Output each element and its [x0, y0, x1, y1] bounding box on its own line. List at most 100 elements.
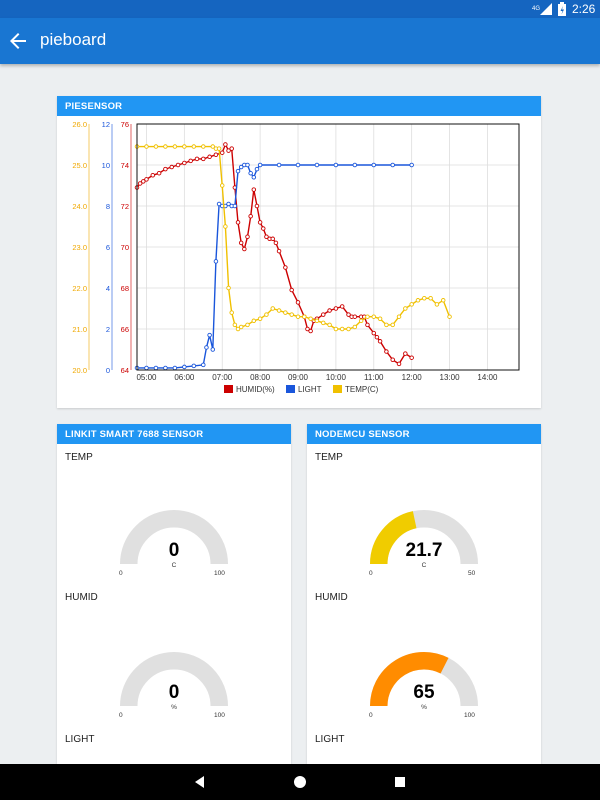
data-point: [223, 224, 228, 229]
data-point: [257, 162, 263, 168]
data-point: [365, 322, 370, 328]
data-point: [371, 314, 377, 319]
back-triangle-icon[interactable]: [180, 764, 220, 800]
data-point: [248, 170, 253, 176]
data-point: [232, 203, 238, 209]
data-point: [141, 179, 146, 184]
data-point: [396, 314, 402, 319]
nodemcu-card: NODEMCU SENSOR TEMP 21.7 C 0 50 HUMID 65…: [307, 424, 541, 764]
humid-y-tick-label: 64: [121, 366, 129, 375]
gauge-min: 0: [119, 570, 123, 577]
legend-label: LIGHT: [298, 385, 322, 394]
data-point: [153, 365, 159, 371]
data-point: [333, 326, 339, 332]
data-point: [339, 304, 345, 309]
data-point: [226, 285, 231, 291]
arrow-left-icon[interactable]: [6, 29, 30, 53]
data-point: [191, 363, 197, 369]
data-point: [229, 310, 234, 315]
data-point: [352, 324, 358, 330]
app-bar: pieboard: [0, 18, 600, 64]
status-bar: 4G 2:26: [0, 0, 600, 18]
x-tick-label: 07:00: [212, 373, 233, 382]
data-point: [305, 326, 310, 332]
data-point: [163, 144, 168, 149]
linkit-humid-gauge: 0 % 0 100: [107, 642, 241, 722]
gauge-unit: %: [421, 704, 427, 711]
humid-y-tick-label: 72: [121, 202, 129, 211]
data-point: [289, 287, 294, 293]
x-tick-label: 10:00: [326, 373, 347, 382]
data-point: [188, 158, 193, 164]
data-point: [403, 351, 408, 356]
gauge-track: [120, 510, 228, 565]
data-point: [216, 201, 222, 207]
x-tick-label: 06:00: [174, 373, 195, 382]
data-point: [213, 259, 219, 264]
data-point: [254, 166, 260, 172]
clock: 2:26: [572, 2, 596, 16]
data-point: [352, 314, 358, 319]
data-point: [295, 162, 301, 168]
plot-frame: [136, 123, 520, 371]
home-circle-icon[interactable]: [280, 764, 320, 800]
network-type: 4G: [532, 6, 540, 12]
data-point: [257, 220, 263, 225]
data-point: [210, 347, 216, 352]
temp-y-tick-label: 26.0: [72, 120, 87, 129]
piesensor-header: PIESENSOR: [57, 96, 541, 116]
data-point: [390, 357, 395, 362]
data-point: [210, 144, 216, 149]
data-point: [163, 166, 168, 172]
data-point: [238, 240, 244, 246]
gauge-max: 100: [464, 712, 475, 719]
light-y-tick-label: 8: [106, 202, 110, 211]
data-point: [238, 324, 244, 330]
data-point: [390, 162, 395, 168]
humid-y-tick-label: 68: [121, 284, 129, 293]
nodemcu-header: NODEMCU SENSOR: [307, 424, 541, 444]
data-point: [219, 183, 225, 188]
data-point: [409, 162, 414, 168]
recents-square-icon[interactable]: [380, 764, 420, 800]
legend-label: TEMP(C): [345, 385, 379, 394]
data-point: [219, 150, 225, 155]
data-point: [201, 144, 206, 149]
data-point: [333, 306, 339, 311]
gauge-unit: C: [421, 562, 427, 569]
data-point: [409, 355, 414, 360]
temp-y-tick-label: 20.0: [72, 366, 87, 375]
data-point: [251, 175, 257, 180]
data-point: [163, 365, 168, 371]
data-point: [358, 318, 364, 324]
gauge-arc: [120, 652, 228, 707]
gauge-max: 100: [214, 712, 225, 719]
gauge-fill: [370, 652, 449, 707]
data-point: [422, 295, 427, 301]
data-point: [396, 361, 402, 367]
series-line-HUMID(%): [136, 142, 413, 365]
data-point: [242, 246, 247, 252]
gauge-track: [120, 652, 228, 707]
data-point: [428, 295, 433, 301]
data-point: [409, 302, 414, 307]
gauge-arc: [370, 652, 478, 707]
data-point: [156, 170, 162, 176]
data-point: [238, 164, 244, 170]
data-point: [314, 162, 320, 168]
data-point: [346, 312, 351, 317]
data-point: [371, 162, 377, 168]
data-point: [333, 162, 339, 168]
data-point: [264, 234, 269, 239]
nodemcu-humid-label: HUMID: [315, 592, 348, 603]
humid-y-tick-label: 74: [121, 161, 129, 170]
x-tick-label: 09:00: [288, 373, 309, 382]
temp-y-tick-label: 24.0: [72, 202, 87, 211]
x-tick-label: 11:00: [364, 373, 384, 382]
data-point: [314, 318, 320, 324]
data-point: [137, 181, 143, 186]
legend-item: LIGHT: [286, 385, 322, 394]
data-point: [248, 213, 253, 219]
legend-swatch: [224, 385, 233, 393]
data-point: [251, 318, 257, 324]
